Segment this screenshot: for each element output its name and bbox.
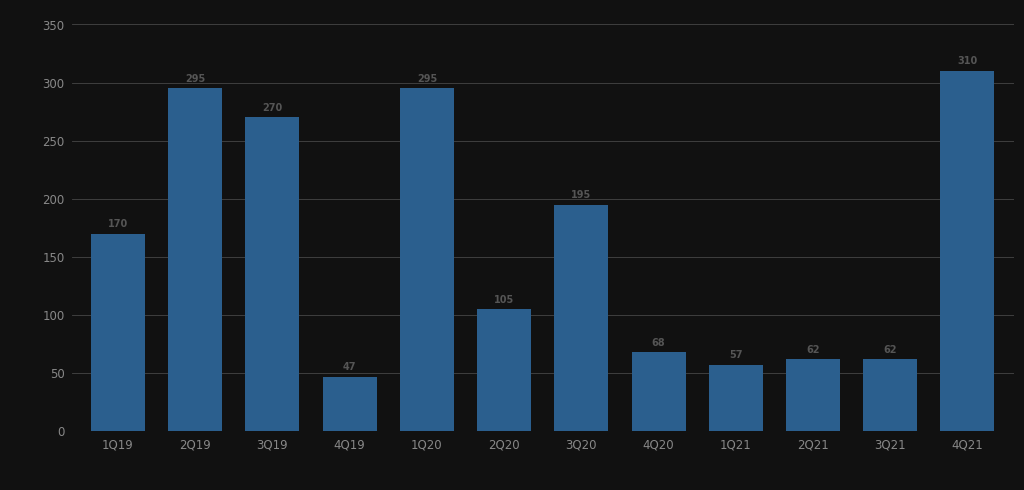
Text: 170: 170 [108,219,128,229]
Bar [940,71,994,431]
Text: 105: 105 [494,294,514,305]
Text: 62: 62 [884,344,897,354]
Text: 295: 295 [185,74,206,84]
Bar [168,88,222,431]
Text: 295: 295 [417,74,437,84]
Text: 270: 270 [262,103,283,113]
Text: 310: 310 [957,56,978,66]
Bar [786,359,840,431]
Bar [863,359,918,431]
Bar [709,365,763,431]
Text: 47: 47 [343,362,356,372]
Bar [554,205,608,431]
Text: 68: 68 [651,338,666,347]
Bar [91,234,145,431]
Bar [246,118,299,431]
Bar [399,88,454,431]
Text: 62: 62 [806,344,820,354]
Bar [632,352,686,431]
Text: 57: 57 [729,350,742,360]
Bar [323,377,377,431]
Bar [477,309,531,431]
Text: 195: 195 [571,190,592,200]
